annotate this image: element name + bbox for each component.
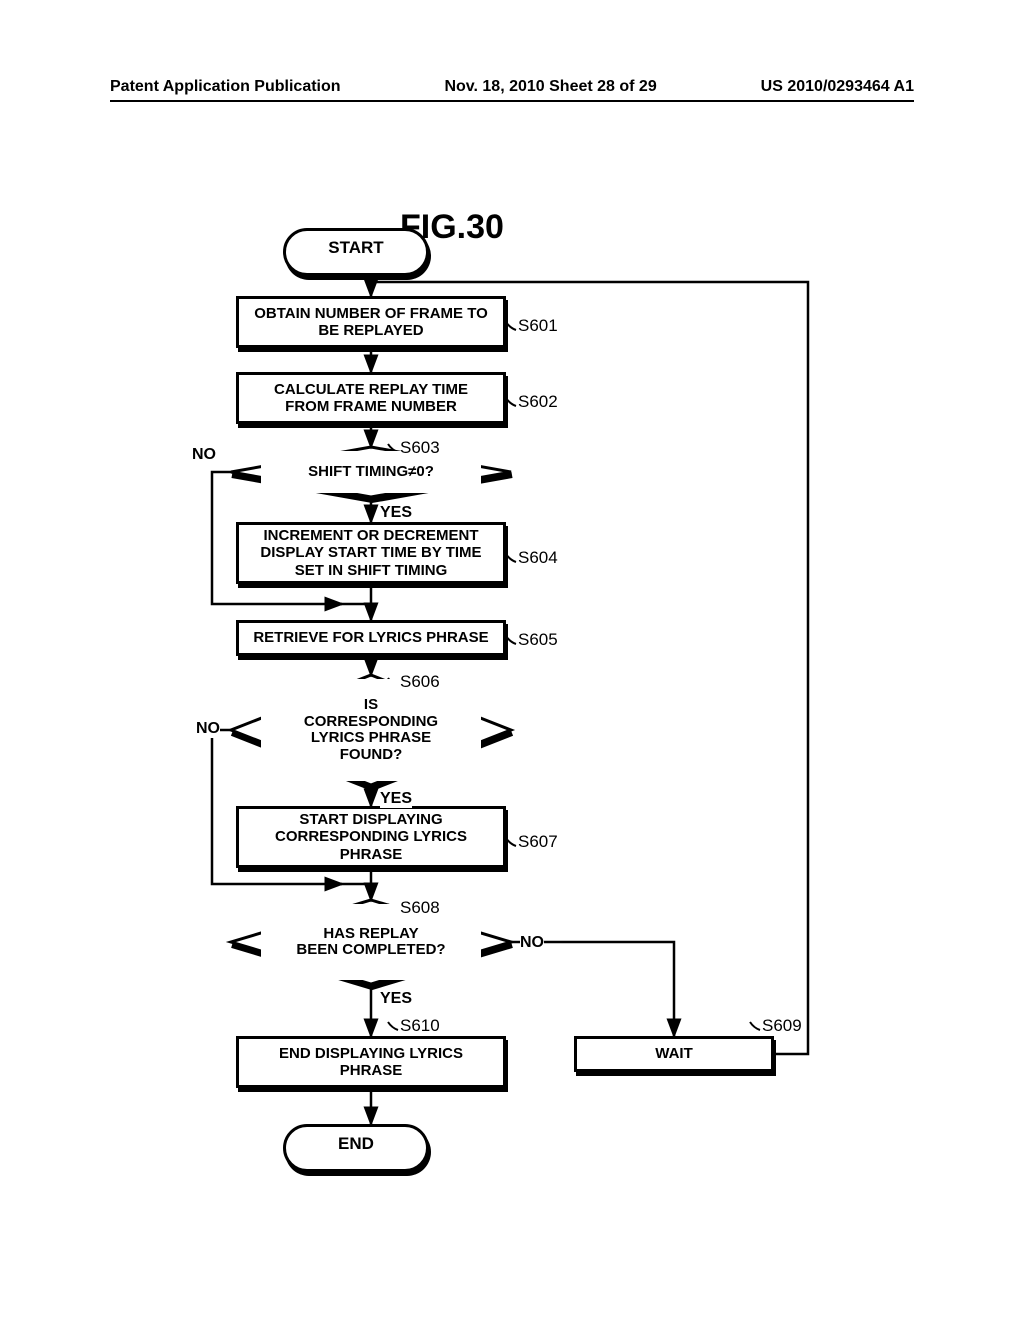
flow-label-yes2: YES bbox=[380, 790, 412, 808]
step-label-s607: S607 bbox=[518, 832, 558, 852]
step-label-s604: S604 bbox=[518, 548, 558, 568]
step-label-s605: S605 bbox=[518, 630, 558, 650]
flow-label-yes1: YES bbox=[380, 504, 412, 522]
header-right: US 2010/0293464 A1 bbox=[761, 78, 914, 96]
process-p9: WAIT bbox=[574, 1036, 774, 1072]
decision-d6: ISCORRESPONDINGLYRICS PHRASEFOUND? bbox=[261, 679, 481, 781]
flowchart-lines bbox=[0, 0, 1024, 1320]
step-label-s606: S606 bbox=[400, 672, 440, 692]
step-label-s610: S610 bbox=[400, 1016, 440, 1036]
decision-d8: HAS REPLAYBEEN COMPLETED? bbox=[261, 904, 481, 980]
decision-d3: SHIFT TIMING≠0? bbox=[261, 451, 481, 493]
process-p1: OBTAIN NUMBER OF FRAME TOBE REPLAYED bbox=[236, 296, 506, 348]
step-label-s602: S602 bbox=[518, 392, 558, 412]
terminator-end: END bbox=[283, 1124, 429, 1172]
flow-label-yes3: YES bbox=[380, 990, 412, 1008]
page-header: Patent Application Publication Nov. 18, … bbox=[110, 78, 914, 102]
header-center: Nov. 18, 2010 Sheet 28 of 29 bbox=[444, 78, 656, 96]
process-p5: RETRIEVE FOR LYRICS PHRASE bbox=[236, 620, 506, 656]
step-label-s608: S608 bbox=[400, 898, 440, 918]
process-p4: INCREMENT OR DECREMENTDISPLAY START TIME… bbox=[236, 522, 506, 584]
header-left: Patent Application Publication bbox=[110, 78, 341, 96]
terminator-start: START bbox=[283, 228, 429, 276]
step-label-s609: S609 bbox=[762, 1016, 802, 1036]
flow-label-no1: NO bbox=[192, 446, 216, 464]
process-p10: END DISPLAYING LYRICSPHRASE bbox=[236, 1036, 506, 1088]
process-p7: START DISPLAYINGCORRESPONDING LYRICSPHRA… bbox=[236, 806, 506, 868]
flow-label-no3: NO bbox=[520, 934, 544, 952]
flow-label-no2: NO bbox=[196, 720, 220, 738]
step-label-s603: S603 bbox=[400, 438, 440, 458]
step-label-s601: S601 bbox=[518, 316, 558, 336]
process-p2: CALCULATE REPLAY TIMEFROM FRAME NUMBER bbox=[236, 372, 506, 424]
